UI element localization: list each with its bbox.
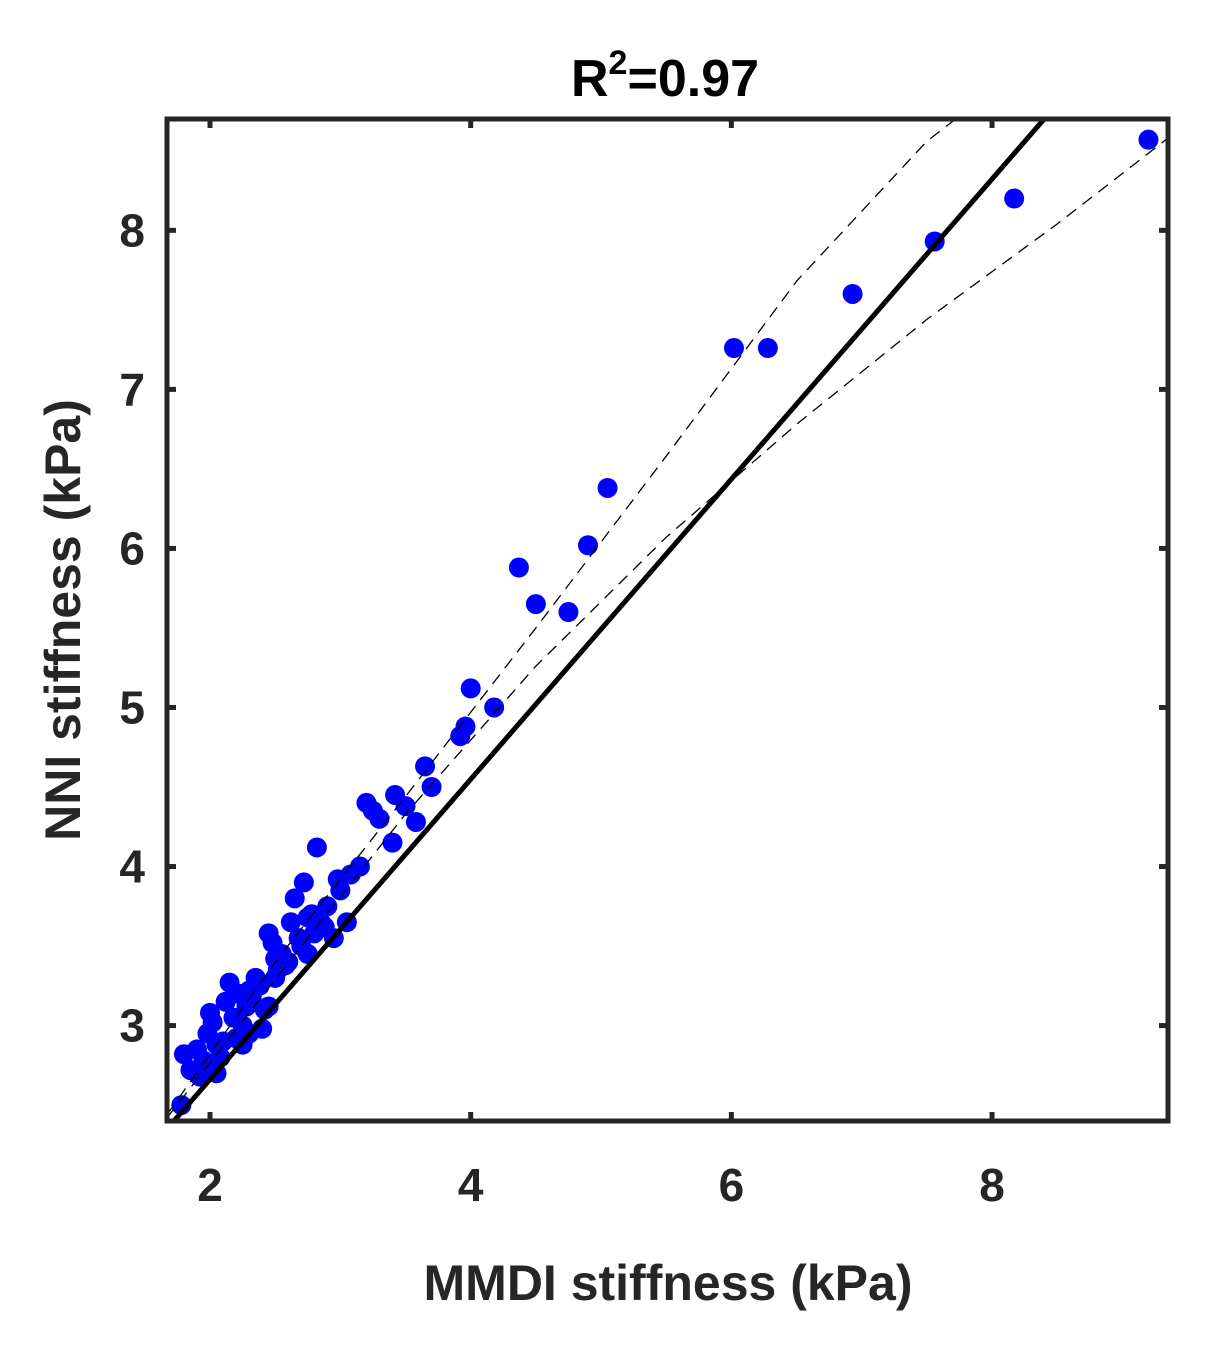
data-point [757,338,778,359]
y-tick-label: 6 [119,522,145,574]
data-point [1138,129,1159,150]
axes-frame [164,116,1171,1124]
data-point [723,338,744,359]
data-point [577,535,598,556]
x-tick-label: 2 [197,1159,223,1211]
data-point [317,896,338,917]
data-point [558,602,579,623]
plot-area [167,119,1168,1121]
chart-title: R2=0.97 [571,44,759,108]
data-point [280,912,301,933]
y-tick-label: 4 [119,841,145,893]
data-point [460,678,481,699]
data-point [189,1066,210,1087]
confidence-lower-line [167,137,1168,1119]
data-point [1004,188,1025,209]
data-point [395,796,416,817]
data-point [306,837,327,858]
plot-content [167,119,1168,1121]
x-tick-label: 8 [979,1159,1005,1211]
data-point [525,594,546,615]
data-point [597,477,618,498]
data-point [382,832,403,853]
data-point [284,888,305,909]
x-tick-label: 4 [458,1159,484,1211]
data-point [258,996,279,1017]
y-tick-label: 3 [119,1000,145,1052]
data-point [415,756,436,777]
data-point [202,1012,223,1033]
x-axis-label: MMDI stiffness (kPa) [424,1255,913,1311]
data-point [484,697,505,718]
title-superscript: 2 [609,44,628,82]
regression-fit-line [170,119,1047,1121]
y-tick-label: 7 [119,363,145,415]
data-point [369,808,390,829]
data-point [508,557,529,578]
data-point [293,872,314,893]
y-tick-label: 5 [119,681,145,733]
data-point [421,777,442,797]
data-point [405,811,426,832]
y-tick-label: 8 [119,204,145,256]
data-point [349,856,370,877]
confidence-upper-line [167,119,957,1116]
data-point [455,716,476,737]
title-value: =0.97 [627,50,759,108]
y-axis-label: NNI stiffness (kPa) [35,399,91,841]
axes: 2 4 6 8 3 4 5 6 7 8 [119,116,1171,1211]
data-point [842,283,863,304]
x-tick-label: 6 [719,1159,745,1211]
